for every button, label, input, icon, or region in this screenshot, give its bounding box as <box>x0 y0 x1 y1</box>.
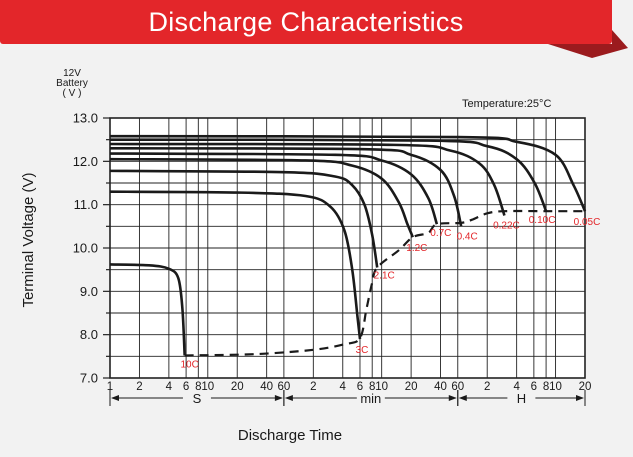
y-axis-unit-header: ( V ) <box>63 88 82 99</box>
unit-band-arrow-left <box>458 395 467 401</box>
unit-band-label: H <box>517 391 526 406</box>
y-tick-label: 8.0 <box>80 327 98 342</box>
x-axis-title: Discharge Time <box>238 427 342 444</box>
unit-band-arrow-left <box>111 395 119 401</box>
banner-bar <box>0 0 612 44</box>
discharge-curve-0.4C <box>109 147 463 227</box>
y-tick-label: 13.0 <box>73 111 98 126</box>
temperature-annotation: Temperature:25°C <box>462 98 551 110</box>
y-axis-title: Terminal Voltage (V) <box>20 172 37 307</box>
x-tick-label: 60 <box>451 381 464 393</box>
curve-label-0.22C: 0.22C <box>493 221 520 232</box>
x-tick-label: 6 <box>531 381 537 393</box>
curve-label-0.4C: 0.4C <box>457 231 478 242</box>
x-tick-label: 10 <box>201 381 214 393</box>
curve-label-1.2C: 1.2C <box>406 243 427 254</box>
x-tick-label: 2 <box>484 381 490 393</box>
x-tick-label: 8 <box>543 381 549 393</box>
x-tick-label: 6 <box>183 381 189 393</box>
unit-band-arrow-right <box>576 395 584 401</box>
x-tick-label: 2 <box>136 381 142 393</box>
y-tick-label: 12.0 <box>73 154 98 169</box>
x-tick-label: 60 <box>277 381 290 393</box>
curve-label-3C: 3C <box>356 345 369 356</box>
discharge-curve-0.05C <box>109 134 587 212</box>
x-tick-label: 20 <box>405 381 418 393</box>
unit-band-label: min <box>360 391 381 406</box>
end-voltage-dashed-line <box>184 209 585 357</box>
x-tick-label: 6 <box>357 381 363 393</box>
discharge-curve-0.22C <box>109 142 506 216</box>
y-tick-label: 11.0 <box>74 197 98 212</box>
curve-label-2.1C: 2.1C <box>374 271 395 282</box>
header-banner: Discharge Characteristics <box>0 0 633 58</box>
y-axis-unit-header: 12V <box>63 68 81 79</box>
x-tick-label: 8 <box>369 381 375 393</box>
x-tick-label: 20 <box>231 381 244 393</box>
curve-label-0.05C: 0.05C <box>574 217 601 228</box>
discharge-curve-0.10C <box>109 138 548 212</box>
curve-label-0.10C: 0.10C <box>529 215 556 226</box>
page-title: Discharge Characteristics <box>148 7 464 37</box>
x-tick-label: 40 <box>434 381 447 393</box>
unit-band-label: S <box>193 391 202 406</box>
x-tick-label: 1 <box>107 381 113 393</box>
x-tick-label: 40 <box>260 381 273 393</box>
discharge-curve-3C <box>109 190 362 340</box>
banner-fold-ribbon <box>548 30 628 58</box>
x-tick-label: 4 <box>166 381 173 393</box>
unit-band-arrow-left <box>284 395 293 401</box>
curve-label-0.7C: 0.7C <box>430 228 451 239</box>
discharge-curve-10C <box>109 263 186 356</box>
x-tick-label: 2 <box>310 381 316 393</box>
x-tick-label: 10 <box>549 381 562 393</box>
x-tick-label: 20 <box>579 381 592 393</box>
y-axis-unit-header: Battery <box>56 78 88 89</box>
y-tick-label: 10.0 <box>73 241 98 256</box>
discharge-curve-2.1C <box>109 169 379 268</box>
x-tick-label: 4 <box>513 381 520 393</box>
y-tick-label: 7.0 <box>80 371 98 386</box>
x-tick-label: 8 <box>195 381 201 393</box>
unit-band-arrow-right <box>274 395 283 401</box>
unit-band-arrow-right <box>448 395 457 401</box>
discharge-curve-1.2C <box>109 157 415 238</box>
y-tick-label: 9.0 <box>80 284 98 299</box>
x-tick-label: 10 <box>375 381 388 393</box>
discharge-curve-0.7C <box>109 152 439 225</box>
curve-label-10C: 10C <box>180 359 198 370</box>
x-tick-label: 4 <box>340 381 347 393</box>
